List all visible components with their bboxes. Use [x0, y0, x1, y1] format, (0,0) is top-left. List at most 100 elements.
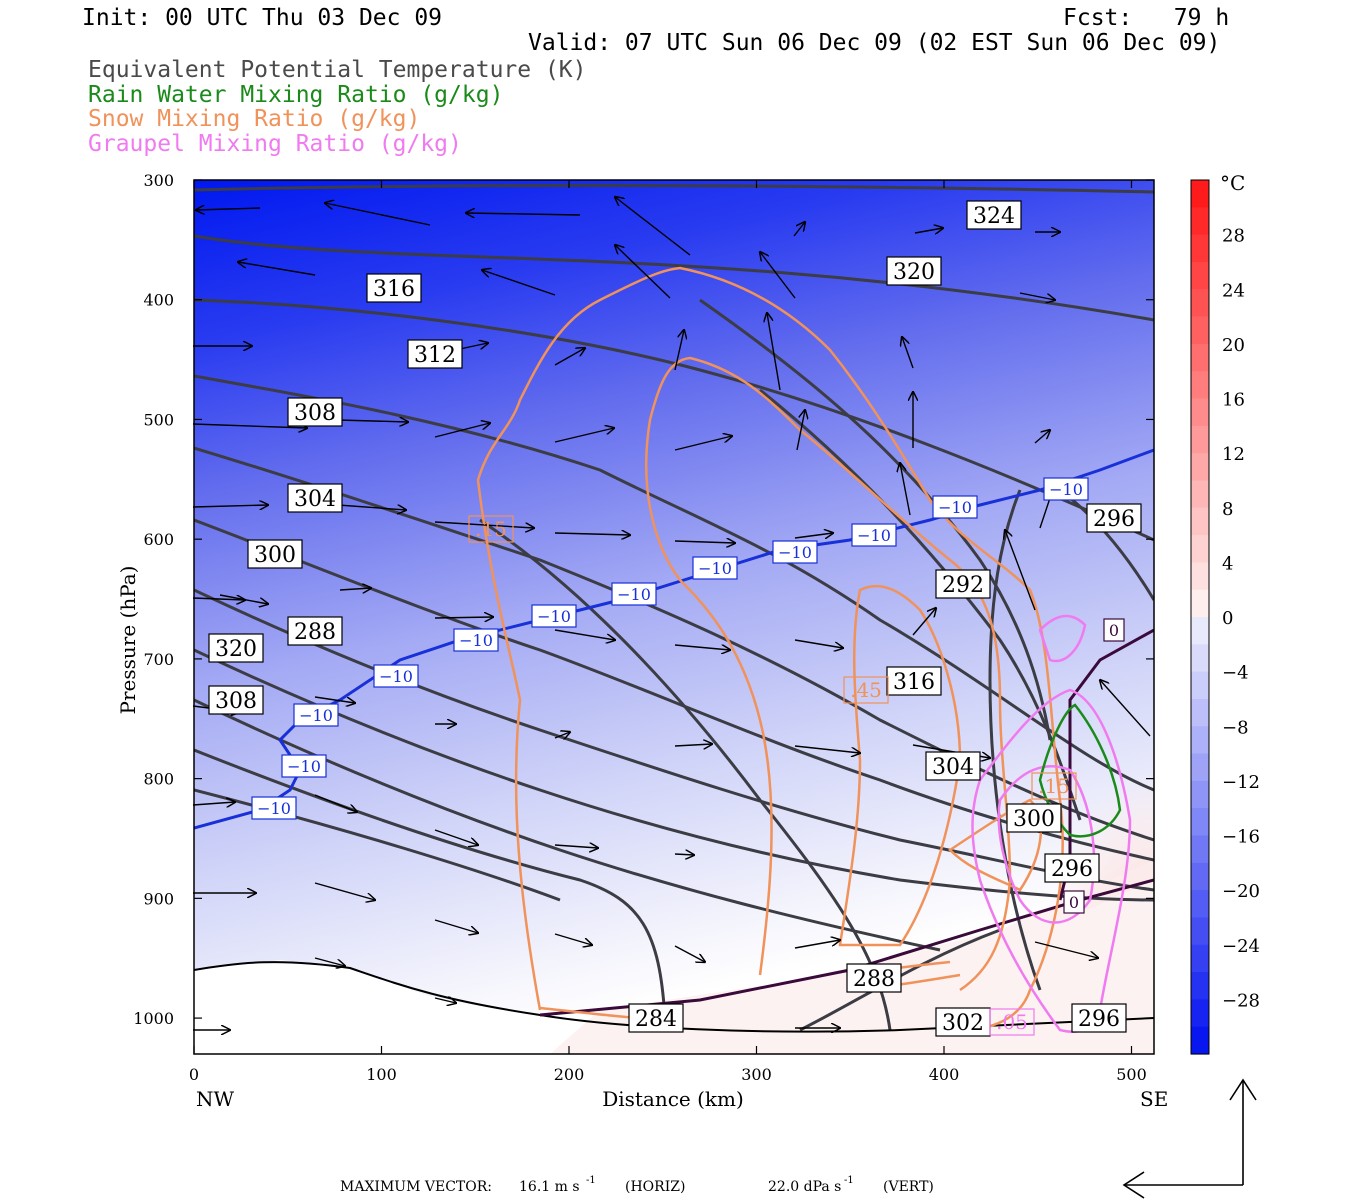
isotherm-label-box [772, 540, 818, 564]
theta-e-label: 296 [1051, 857, 1093, 882]
x-tick-label: 200 [554, 1065, 585, 1084]
colorbar-label: 8 [1222, 499, 1233, 520]
forecast-hour: Fcst: 79 h [1063, 5, 1230, 31]
isotherm-label: −10 [537, 607, 571, 626]
theta-e-label: 308 [294, 401, 336, 426]
isotherm-label-box [1063, 890, 1085, 914]
y-axis: 300 400 500 600 700 800 900 1000 [133, 171, 1154, 1028]
theta-e-label-box [628, 1003, 684, 1033]
colorbar-swatch [1191, 371, 1209, 400]
colorbar-swatch [1191, 507, 1209, 536]
isotherm-label-box [251, 796, 297, 820]
y-tick-label: 700 [143, 650, 174, 669]
colorbar-label: 24 [1222, 280, 1245, 301]
colorbar-swatch [1191, 316, 1209, 345]
theta-e-label-box [886, 666, 942, 696]
colorbar-swatch [1191, 671, 1209, 700]
theta-e-label-box [407, 339, 463, 369]
isotherm-label-box [851, 523, 897, 547]
isotherm-label-box [293, 703, 339, 727]
reference-vector-key [1122, 1078, 1257, 1199]
theta-e-label: 302 [942, 1011, 984, 1036]
theta-e-label-box [208, 633, 264, 663]
x-axis-left-label: NW [196, 1087, 235, 1111]
theta-e-label: 296 [1093, 507, 1135, 532]
colorbar-swatch [1191, 808, 1209, 837]
isotherm-label: −10 [857, 526, 891, 545]
colorbar-swatch [1191, 425, 1209, 454]
colorbar-label: 20 [1222, 335, 1245, 356]
theta-e-label: 316 [893, 670, 935, 695]
colorbar-swatch [1191, 617, 1209, 645]
colorbar-swatch [1191, 1026, 1209, 1055]
y-tick-label: 1000 [133, 1009, 174, 1028]
colorbar-swatch [1191, 343, 1209, 372]
max-vector-footer: MAXIMUM VECTOR: 16.1 m s -1 (HORIZ) 22.0… [340, 1175, 934, 1195]
temperature-colorbar: 28 24 20 16 12 8 4 0 −4 −8 −12 −16 −20 −24 −28 [1190, 179, 1260, 1055]
isotherm-label-box [373, 664, 419, 688]
theta-e-label-box [1006, 803, 1062, 833]
colorbar-label: −24 [1222, 936, 1260, 957]
colorbar-swatch [1191, 289, 1209, 318]
isotherm-label: −10 [1049, 480, 1083, 499]
theta-e-label: 324 [973, 204, 1015, 229]
max-vector-label: MAXIMUM VECTOR: [340, 1179, 492, 1195]
colorbar-label: −16 [1222, 827, 1260, 848]
theta-e-label: 300 [254, 543, 296, 568]
y-tick-label: 500 [143, 410, 174, 429]
snow-labels: .15 .45 .15 .05 [468, 515, 1077, 1036]
y-tick-label: 400 [143, 291, 174, 310]
snow-contours [476, 266, 1064, 1032]
colorbar-swatch [1191, 726, 1209, 755]
isotherm-label: 0 [1069, 893, 1079, 912]
isotherm-label: −10 [938, 498, 972, 517]
colorbar-swatch [1191, 562, 1209, 591]
isotherm-label-box [692, 556, 738, 580]
plot-frame [193, 179, 1155, 1055]
snow-label: .05 [996, 1010, 1028, 1034]
max-vector-horiz-exp: -1 [586, 1175, 596, 1186]
theta-e-label: 312 [414, 343, 456, 368]
temperature-shading [194, 180, 1154, 1054]
theta-e-label: 300 [1013, 807, 1055, 832]
colorbar-swatch [1191, 890, 1209, 919]
isotherm-zero-lower [539, 878, 1154, 1017]
colorbar-frame [1190, 179, 1210, 1055]
colorbar-label: 12 [1222, 444, 1245, 465]
theta-e-label: 320 [893, 260, 935, 285]
colorbar-swatch [1191, 780, 1209, 809]
theta-e-label: 320 [215, 637, 257, 662]
theta-e-label-box [925, 751, 981, 781]
snow-label: .15 [1038, 774, 1070, 798]
isotherm-labels: −10 −10 −10 −10 −10 −10 −10 −10 −10 −10 −10 −10 0 0 [251, 477, 1125, 914]
isotherm-label: −10 [287, 757, 321, 776]
colorbar-label: −28 [1222, 990, 1260, 1011]
colorbar-swatch [1191, 698, 1209, 727]
isotherm-label: −10 [459, 631, 493, 650]
isotherm-label-box [611, 582, 657, 606]
colorbar-swatch [1191, 589, 1209, 618]
theta-e-label-box [287, 397, 343, 427]
y-axis-title: Pressure (hPa) [116, 566, 140, 715]
y-tick-label: 900 [143, 889, 174, 908]
snow-label-box [468, 515, 514, 543]
snow-label-box [1031, 772, 1077, 800]
theta-e-label-box [1071, 1003, 1127, 1033]
colorbar-swatch [1191, 999, 1209, 1028]
init-time: Init: 00 UTC Thu 03 Dec 09 [82, 5, 443, 31]
isotherm-label-box [531, 604, 577, 628]
isotherm-label: −10 [698, 559, 732, 578]
theta-e-label: 292 [942, 573, 984, 598]
x-axis: 0 100 200 300 400 500 [189, 180, 1147, 1084]
theta-e-labels: 324 320 316 312 308 304 300 296 292 288 320 316 308 3… [208, 200, 1142, 1037]
theta-e-label: 304 [932, 755, 974, 780]
colorbar-label: 16 [1222, 390, 1245, 411]
isotherm-label-box [1103, 618, 1125, 642]
colorbar-swatch [1191, 753, 1209, 782]
snow-label: .15 [475, 517, 507, 541]
colorbar-label: −8 [1222, 717, 1249, 738]
colorbar-swatch [1191, 917, 1209, 946]
isotherm-label: 0 [1109, 621, 1119, 640]
x-tick-label: 100 [366, 1065, 397, 1084]
x-tick-label: 0 [189, 1065, 199, 1084]
